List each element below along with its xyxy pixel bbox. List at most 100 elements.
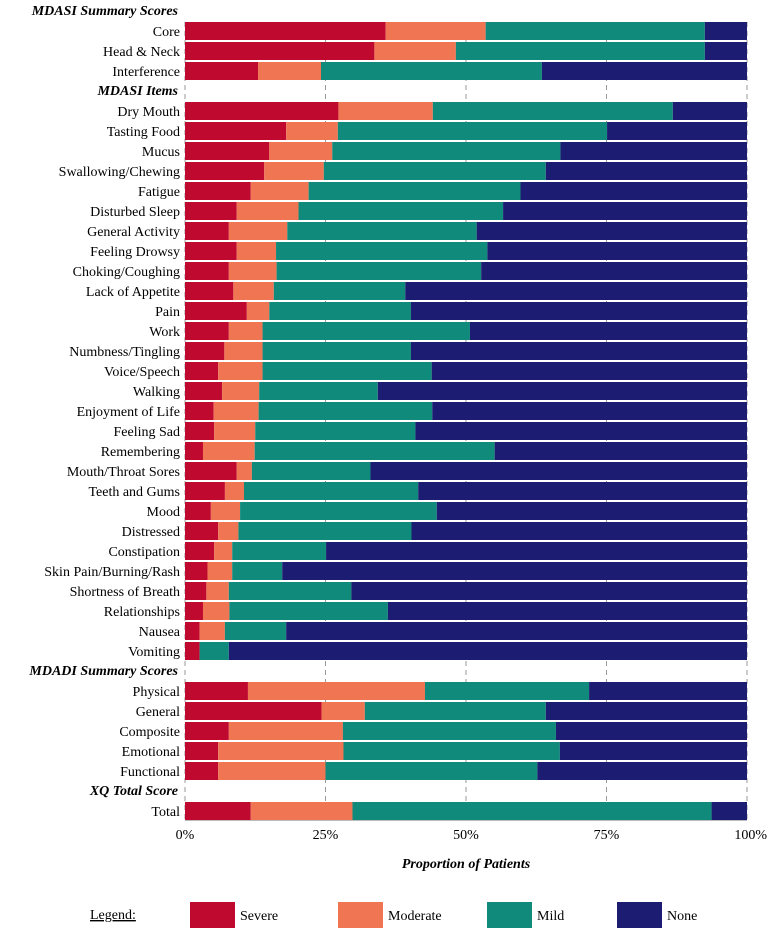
bar-swallowing-chewing-severe xyxy=(185,162,265,180)
bar-mood-severe xyxy=(185,502,211,520)
x-tick-label-25: 25% xyxy=(313,828,339,843)
bar-tasting-food-mild xyxy=(337,122,608,140)
bar-mood-mild xyxy=(240,502,437,520)
legend-swatch-moderate xyxy=(338,902,383,928)
bar-dry-mouth-severe xyxy=(185,102,339,120)
bar-mucus-mild xyxy=(332,142,561,160)
bar-enjoyment-of-life-moderate xyxy=(213,402,259,420)
bar-dry-mouth-mild xyxy=(432,102,673,120)
category-label-general: General xyxy=(136,705,180,720)
bar-pain-mild xyxy=(269,302,411,320)
bar-physical-moderate xyxy=(247,682,425,700)
category-label-swallowing-chewing: Swallowing/Chewing xyxy=(59,165,180,180)
bar-tasting-food-none xyxy=(607,122,747,140)
bar-core-moderate xyxy=(385,22,486,40)
category-label-lack-of-appetite: Lack of Appetite xyxy=(86,285,180,300)
bar-core-severe xyxy=(185,22,386,40)
bar-mucus-severe xyxy=(185,142,270,160)
bar-mouth-throat-sores-moderate xyxy=(236,462,252,480)
section-label-xq-total-score: XQ Total Score xyxy=(89,784,178,799)
legend-label-severe: Severe xyxy=(240,909,278,924)
bar-composite-severe xyxy=(185,722,229,740)
bar-interference-moderate xyxy=(258,62,321,80)
category-label-numbness-tingling: Numbness/Tingling xyxy=(69,345,180,360)
bar-mouth-throat-sores-mild xyxy=(251,462,371,480)
bar-composite-mild xyxy=(342,722,556,740)
legend: Legend: Severe Moderate Mild None xyxy=(90,902,697,928)
bar-work-severe xyxy=(185,322,229,340)
bar-remembering-moderate xyxy=(202,442,255,460)
bar-numbness-tingling-severe xyxy=(185,342,225,360)
bar-constipation-none xyxy=(326,542,747,560)
legend-swatch-mild xyxy=(487,902,532,928)
x-tick-label-50: 50% xyxy=(453,828,479,843)
bar-interference-severe xyxy=(185,62,259,80)
category-label-constipation: Constipation xyxy=(108,545,180,560)
bar-enjoyment-of-life-none xyxy=(432,402,747,420)
bar-teeth-and-gums-mild xyxy=(244,482,419,500)
bar-choking-coughing-severe xyxy=(185,262,229,280)
bar-mucus-none xyxy=(560,142,747,160)
bar-general-severe xyxy=(185,702,322,720)
bar-constipation-moderate xyxy=(214,542,233,560)
bar-relationships-none xyxy=(387,602,747,620)
bar-feeling-drowsy-severe xyxy=(185,242,237,260)
bar-general-activity-severe xyxy=(185,222,229,240)
category-label-general-activity: General Activity xyxy=(87,225,180,240)
bar-remembering-none xyxy=(494,442,747,460)
bar-total-severe xyxy=(185,802,251,820)
bar-head-neck-severe xyxy=(185,42,375,60)
bar-mucus-moderate xyxy=(269,142,333,160)
category-label-disturbed-sleep: Disturbed Sleep xyxy=(90,205,180,220)
bar-general-moderate xyxy=(321,702,365,720)
bar-physical-mild xyxy=(424,682,590,700)
bar-mood-none xyxy=(436,502,747,520)
category-label-dry-mouth: Dry Mouth xyxy=(117,105,180,120)
bar-head-neck-none xyxy=(704,42,747,60)
bar-core-none xyxy=(704,22,747,40)
bar-swallowing-chewing-none xyxy=(545,162,747,180)
category-label-physical: Physical xyxy=(133,685,181,700)
legend-title: Legend: xyxy=(90,908,136,923)
bar-teeth-and-gums-severe xyxy=(185,482,225,500)
category-label-total: Total xyxy=(151,805,180,820)
bar-voice-speech-mild xyxy=(262,362,432,380)
category-label-feeling-sad: Feeling Sad xyxy=(114,425,181,440)
bar-work-none xyxy=(469,322,747,340)
bar-choking-coughing-moderate xyxy=(228,262,277,280)
bar-emotional-moderate xyxy=(218,742,344,760)
bar-emotional-mild xyxy=(343,742,560,760)
bar-disturbed-sleep-mild xyxy=(298,202,504,220)
bar-head-neck-mild xyxy=(455,42,705,60)
bar-teeth-and-gums-none xyxy=(418,482,747,500)
bar-dry-mouth-none xyxy=(672,102,747,120)
bar-remembering-severe xyxy=(185,442,203,460)
bar-fatigue-severe xyxy=(185,182,251,200)
bar-emotional-none xyxy=(559,742,747,760)
legend-label-mild: Mild xyxy=(537,909,564,924)
bar-disturbed-sleep-severe xyxy=(185,202,237,220)
bar-relationships-severe xyxy=(185,602,203,620)
bar-fatigue-mild xyxy=(308,182,521,200)
bar-walking-severe xyxy=(185,382,223,400)
bar-feeling-sad-none xyxy=(415,422,747,440)
bar-swallowing-chewing-moderate xyxy=(264,162,324,180)
category-label-enjoyment-of-life: Enjoyment of Life xyxy=(77,405,180,420)
bar-numbness-tingling-moderate xyxy=(224,342,263,360)
bar-pain-moderate xyxy=(246,302,270,320)
bar-feeling-sad-severe xyxy=(185,422,215,440)
bar-enjoyment-of-life-severe xyxy=(185,402,214,420)
bar-voice-speech-moderate xyxy=(218,362,263,380)
category-label-skin-pain-burning-rash: Skin Pain/Burning/Rash xyxy=(44,565,180,580)
bar-tasting-food-moderate xyxy=(286,122,338,140)
bar-disturbed-sleep-none xyxy=(503,202,747,220)
bar-lack-of-appetite-mild xyxy=(273,282,406,300)
bar-mouth-throat-sores-severe xyxy=(185,462,237,480)
category-label-remembering: Remembering xyxy=(101,445,180,460)
category-label-interference: Interference xyxy=(112,65,180,80)
bar-head-neck-moderate xyxy=(374,42,456,60)
category-label-pain: Pain xyxy=(155,305,180,320)
bar-mood-moderate xyxy=(210,502,241,520)
bars xyxy=(185,22,748,820)
bar-distressed-severe xyxy=(185,522,219,540)
